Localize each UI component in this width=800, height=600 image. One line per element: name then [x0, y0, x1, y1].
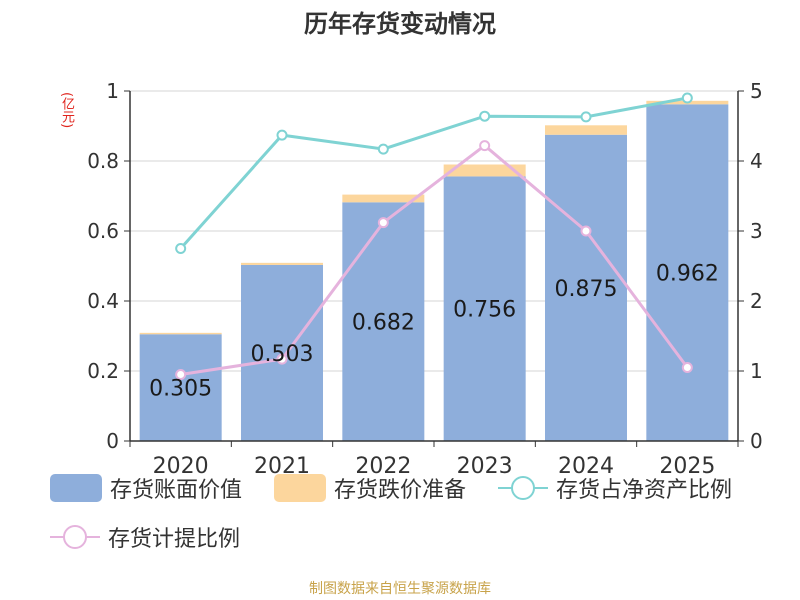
line-point-series-2	[276, 129, 288, 141]
legend-item-book-value[interactable]: 存货账面价值	[50, 470, 242, 506]
bar-data-label: 0.875	[555, 277, 618, 302]
legend-swatch-book-value	[50, 474, 102, 502]
line-point-series-2	[580, 111, 592, 123]
x-tick-label: 2023	[457, 454, 513, 479]
legend-line-icon-ratio-net-assets	[498, 476, 548, 500]
legend-line-icon-provision-ratio	[50, 525, 100, 549]
x-tick-label: 2022	[355, 454, 411, 479]
bar-data-label: 0.305	[149, 377, 212, 402]
line-point-series-2	[175, 243, 187, 254]
y-left-tick-label: 1	[106, 79, 119, 103]
bar-book-value	[342, 202, 425, 441]
bar-data-label: 0.682	[352, 311, 415, 336]
y-left-tick-label: 0.2	[87, 359, 119, 383]
bar-data-label: 0.503	[251, 342, 314, 367]
y-right-tick-label: 4	[750, 149, 763, 173]
y-right-tick-label: 0	[750, 429, 763, 453]
chart-title: 历年存货变动情况	[304, 10, 496, 38]
bar-impairment	[139, 332, 222, 335]
line-series-3	[180, 143, 689, 376]
x-tick-label: 2025	[659, 454, 715, 479]
legend-swatch-impairment	[274, 474, 326, 502]
line-point-series-2	[377, 143, 389, 155]
line-point-series-2	[681, 92, 693, 104]
data-source-note: 制图数据来自恒生聚源数据库	[309, 581, 491, 597]
legend-item-provision-ratio[interactable]: 存货计提比例	[50, 519, 240, 555]
x-tick-label: 2020	[153, 454, 209, 479]
legend-item-ratio-net-assets[interactable]: 存货占净资产比例	[498, 470, 732, 506]
legend-label-provision-ratio: 存货计提比例	[108, 527, 241, 552]
y-left-tick-label: 0.4	[87, 289, 119, 313]
bar-book-value	[241, 264, 323, 441]
y-left-tick-label: 0	[106, 429, 119, 453]
bar-impairment	[342, 194, 425, 203]
bar-impairment	[545, 125, 627, 135]
y-right-tick-label: 1	[750, 359, 763, 383]
line-series-2	[179, 96, 688, 250]
line-point-series-2	[479, 110, 491, 122]
bar-impairment	[443, 164, 526, 177]
bar-data-label: 0.962	[656, 262, 719, 287]
line-point-series-3	[276, 353, 288, 365]
legend-label-book-value: 存货账面价值	[110, 478, 243, 503]
legend-label-ratio-net-assets: 存货占净资产比例	[556, 478, 733, 503]
line-point-series-3	[681, 362, 693, 373]
legend-item-impairment[interactable]: 存货跌价准备	[274, 470, 466, 506]
y-right-tick-label: 2	[750, 289, 763, 313]
bar-book-value	[646, 104, 729, 442]
bar-book-value	[443, 176, 526, 441]
y-left-tick-label: 0.6	[87, 219, 119, 243]
y-left-tick-label: 0.8	[87, 149, 119, 173]
bar-book-value	[545, 134, 627, 441]
line-point-series-3	[175, 369, 187, 380]
y-right-tick-label: 3	[750, 219, 763, 243]
bar-impairment	[241, 262, 323, 265]
x-tick-label: 2024	[558, 454, 614, 479]
y-right-tick-label: 5	[750, 79, 763, 103]
line-point-series-3	[377, 217, 389, 229]
line-point-series-3	[479, 140, 491, 152]
legend-label-impairment: 存货跌价准备	[334, 478, 467, 503]
line-point-series-3	[580, 225, 592, 237]
y-axis-unit-label: (亿元)	[59, 92, 74, 129]
bar-book-value	[139, 334, 222, 441]
bar-data-label: 0.756	[453, 298, 516, 323]
